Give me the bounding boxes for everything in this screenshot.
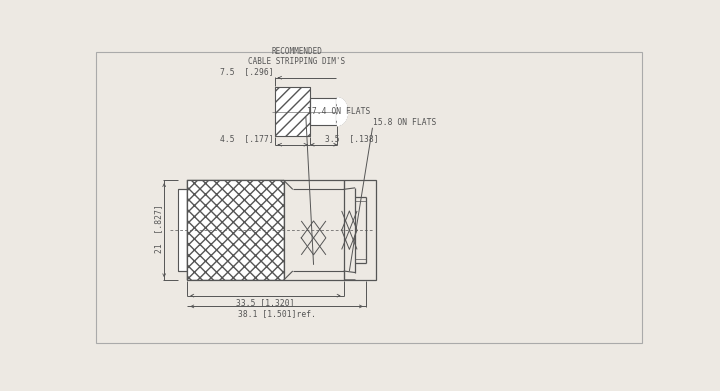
Bar bbox=[275, 87, 310, 136]
Bar bbox=[187, 180, 376, 280]
Text: 33.5 [1.320]: 33.5 [1.320] bbox=[236, 298, 294, 307]
Text: 21  [.827]: 21 [.827] bbox=[153, 204, 163, 253]
Text: 4.5  [.177]: 4.5 [.177] bbox=[220, 134, 274, 143]
Text: 7.5  [.296]: 7.5 [.296] bbox=[220, 67, 274, 76]
Text: RECOMMENDED
CABLE STRIPPING DIM'S: RECOMMENDED CABLE STRIPPING DIM'S bbox=[248, 47, 345, 66]
Text: 15.8 ON FLATS: 15.8 ON FLATS bbox=[373, 118, 436, 127]
Polygon shape bbox=[338, 98, 348, 126]
Bar bbox=[178, 189, 187, 271]
Text: 3.5  [.138]: 3.5 [.138] bbox=[325, 134, 379, 143]
Text: 17.4 ON FLATS: 17.4 ON FLATS bbox=[307, 107, 370, 116]
Bar bbox=[275, 87, 310, 136]
Bar bbox=[187, 180, 284, 280]
Text: 38.1 [1.501]ref.: 38.1 [1.501]ref. bbox=[238, 309, 315, 318]
Bar bbox=[336, 99, 340, 124]
Bar bbox=[310, 98, 338, 126]
